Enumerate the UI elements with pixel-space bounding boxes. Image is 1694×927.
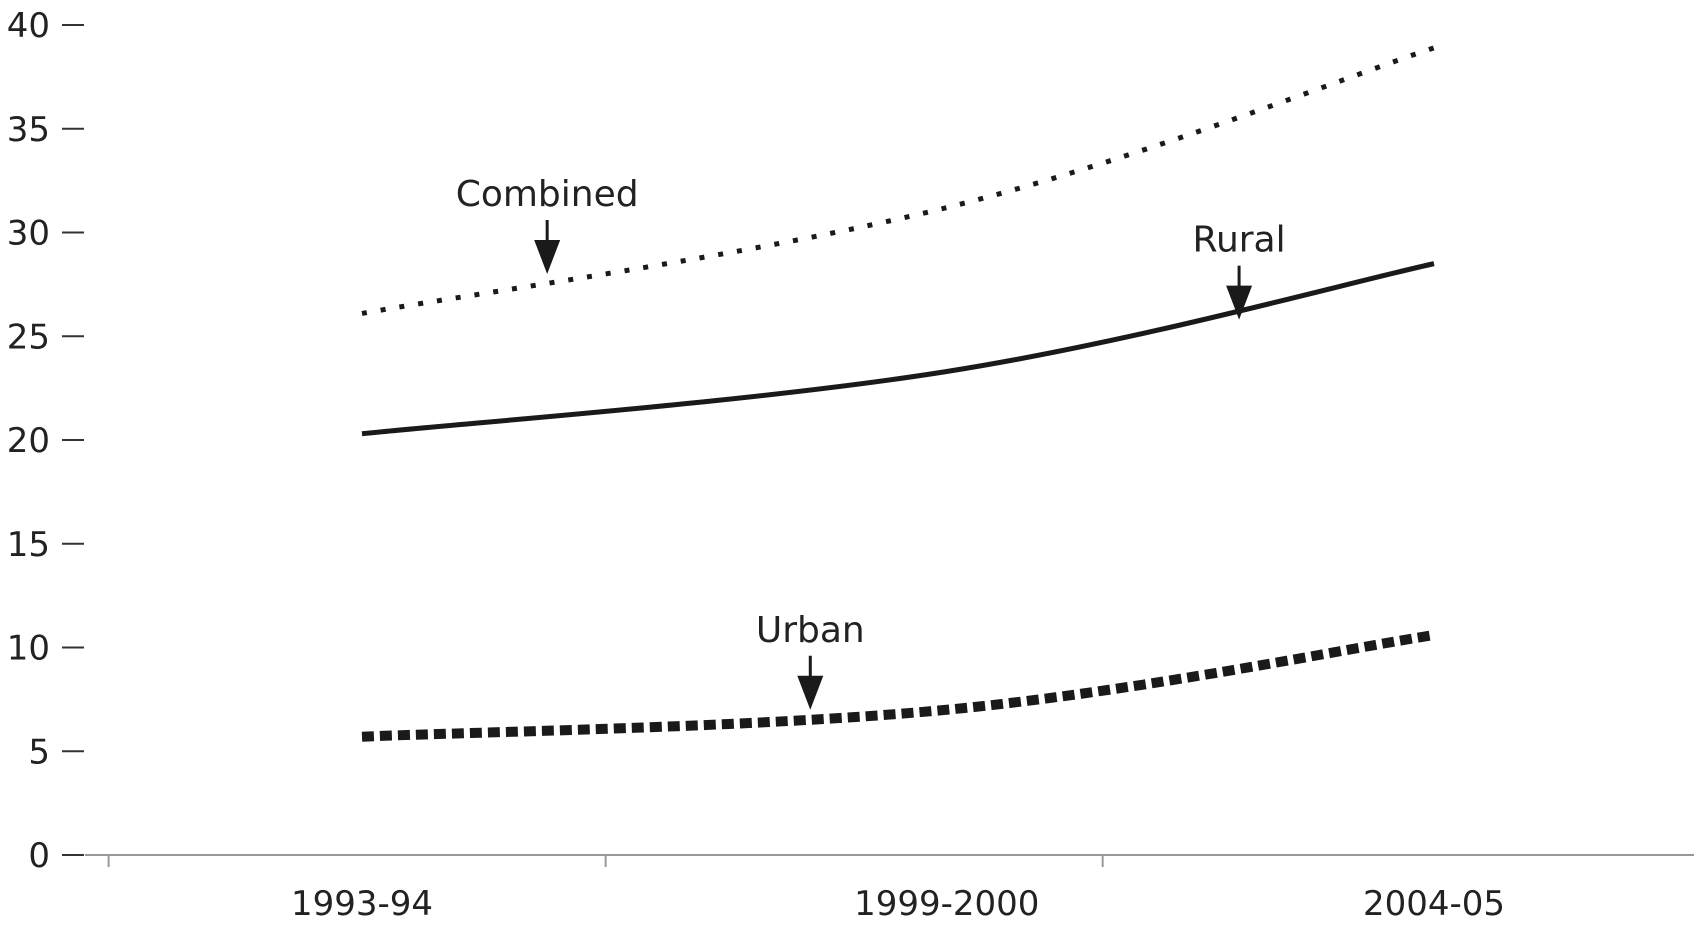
series-line-rural xyxy=(361,261,1435,437)
y-tick-label: 30 xyxy=(7,214,50,254)
x-tick-label: 1999-2000 xyxy=(854,884,1039,924)
y-tick-label: 10 xyxy=(7,629,50,669)
series-line-urban xyxy=(361,630,1435,742)
y-tick-label: 0 xyxy=(28,836,50,876)
y-tick-label: 40 xyxy=(7,6,50,46)
y-tick-label: 35 xyxy=(7,110,50,150)
y-tick-label: 25 xyxy=(7,317,50,357)
annotation-arrow-head xyxy=(1226,285,1253,320)
series-layer xyxy=(361,45,1435,742)
x-tick-label: 1993-94 xyxy=(291,884,433,924)
annotation-label-rural: Rural xyxy=(1193,220,1286,261)
annotation-label-urban: Urban xyxy=(756,610,865,651)
series-line-combined xyxy=(361,45,1435,316)
annotation-arrow-head xyxy=(534,240,561,274)
annotation-label-combined: Combined xyxy=(456,174,639,215)
x-tick-label: 2004-05 xyxy=(1363,884,1505,924)
x-axis: 1993-94 1999-2000 2004-05 xyxy=(85,854,1694,924)
y-axis: 0 5 10 15 20 25 30 35 40 xyxy=(7,6,84,876)
annotation-layer: Combined Rural Urban xyxy=(456,174,1286,710)
y-tick-label: 20 xyxy=(7,421,50,461)
annotation-arrow-head xyxy=(797,675,824,710)
y-tick-label: 5 xyxy=(28,732,50,772)
y-tick-label: 15 xyxy=(7,525,50,565)
